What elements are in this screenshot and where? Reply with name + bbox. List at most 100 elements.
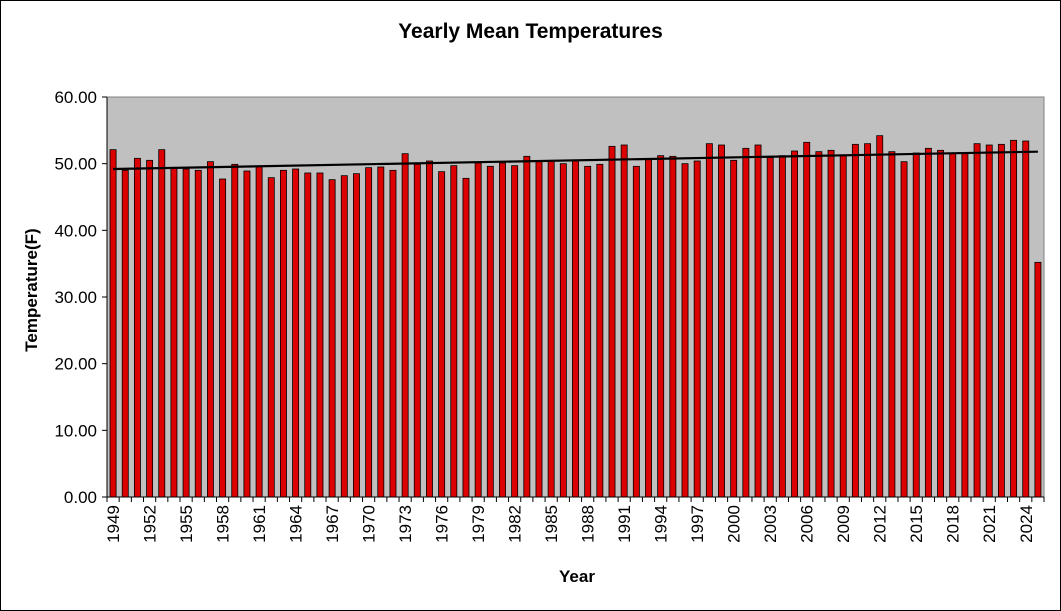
bar-2009 bbox=[839, 154, 847, 498]
bar-1991 bbox=[620, 144, 628, 498]
bar-1980 bbox=[486, 165, 494, 498]
x-tick-label: 1991 bbox=[615, 505, 634, 543]
bar-1954 bbox=[170, 167, 178, 498]
bar-1953 bbox=[158, 149, 166, 498]
x-tick-label: 2012 bbox=[871, 505, 890, 543]
x-tick-label: 2018 bbox=[944, 505, 963, 543]
bar-1998 bbox=[705, 143, 713, 498]
bar-2013 bbox=[888, 151, 896, 498]
x-tick-label: 1994 bbox=[652, 505, 671, 543]
bar-2024 bbox=[1022, 140, 1030, 498]
bar-1988 bbox=[584, 165, 592, 498]
x-tick-label: 1970 bbox=[360, 505, 379, 543]
bar-1960 bbox=[243, 170, 251, 498]
chart-title: Yearly Mean Temperatures bbox=[398, 20, 663, 43]
bar-1968 bbox=[340, 175, 348, 498]
bar-2010 bbox=[851, 143, 859, 498]
bar-2014 bbox=[900, 161, 908, 498]
x-tick-label: 1982 bbox=[506, 505, 525, 543]
bar-2000 bbox=[730, 159, 738, 498]
x-tick-label: 2003 bbox=[761, 505, 780, 543]
bar-1981 bbox=[499, 162, 506, 498]
bar-1961 bbox=[255, 165, 263, 498]
bar-1952 bbox=[146, 159, 154, 498]
bar-1959 bbox=[231, 163, 239, 498]
bar-1971 bbox=[377, 166, 385, 498]
bar-2019 bbox=[961, 153, 969, 498]
x-tick-label: 1949 bbox=[104, 505, 123, 543]
x-tick-label: 1958 bbox=[214, 505, 233, 543]
bar-2005 bbox=[791, 150, 798, 498]
bar-1976 bbox=[438, 171, 446, 498]
bar-1989 bbox=[596, 163, 604, 498]
bar-2003 bbox=[766, 157, 774, 498]
bar-1982 bbox=[511, 165, 519, 498]
bar-1962 bbox=[267, 177, 275, 498]
x-tick-label: 1979 bbox=[469, 505, 488, 543]
bar-1996 bbox=[681, 163, 689, 498]
y-tick-label: 0.00 bbox=[64, 488, 97, 507]
bar-1963 bbox=[280, 169, 287, 498]
bar-1994 bbox=[657, 155, 665, 498]
bar-1955 bbox=[182, 168, 190, 498]
bar-1979 bbox=[474, 162, 482, 498]
y-tick-label: 30.00 bbox=[54, 288, 97, 307]
bar-1957 bbox=[206, 161, 214, 498]
x-tick-label: 2021 bbox=[980, 505, 999, 543]
x-tick-label: 2024 bbox=[1017, 505, 1036, 543]
bar-1985 bbox=[547, 159, 555, 498]
bar-2016 bbox=[924, 147, 932, 498]
bar-1977 bbox=[450, 165, 458, 498]
bar-1973 bbox=[401, 153, 409, 498]
bar-2025 bbox=[1034, 261, 1042, 498]
bar-2023 bbox=[1010, 139, 1018, 498]
bar-1986 bbox=[559, 163, 567, 498]
bar-2008 bbox=[827, 149, 835, 498]
bar-2018 bbox=[949, 152, 957, 498]
x-tick-label: 1952 bbox=[141, 505, 160, 543]
bar-1997 bbox=[693, 160, 701, 498]
bar-1999 bbox=[718, 144, 725, 498]
bar-1995 bbox=[669, 155, 677, 498]
bar-1966 bbox=[316, 172, 324, 498]
bar-2012 bbox=[876, 135, 884, 498]
bar-2002 bbox=[754, 144, 762, 498]
bar-2006 bbox=[803, 141, 811, 498]
y-tick-label: 60.00 bbox=[54, 88, 97, 107]
x-tick-label: 1955 bbox=[177, 505, 196, 543]
bar-1978 bbox=[462, 177, 470, 498]
y-tick-label: 10.00 bbox=[54, 421, 97, 440]
bar-1990 bbox=[608, 145, 616, 498]
bar-1964 bbox=[292, 168, 300, 498]
bar-1967 bbox=[328, 179, 336, 498]
y-tick-label: 20.00 bbox=[54, 355, 97, 374]
x-tick-label: 2009 bbox=[834, 505, 853, 543]
bar-1970 bbox=[365, 167, 373, 498]
bar-1984 bbox=[535, 161, 543, 498]
x-tick-label: 1997 bbox=[688, 505, 707, 543]
x-tick-label: 1973 bbox=[396, 505, 415, 543]
trendline-group bbox=[113, 150, 1038, 171]
x-axis-title: Year bbox=[559, 567, 595, 586]
bar-1956 bbox=[194, 169, 202, 498]
x-tick-label: 2015 bbox=[907, 505, 926, 543]
bar-1987 bbox=[572, 159, 579, 498]
bars-group bbox=[109, 135, 1042, 498]
x-tick-label: 1967 bbox=[323, 505, 342, 543]
bar-1950 bbox=[121, 169, 129, 498]
x-tick-label: 2006 bbox=[798, 505, 817, 543]
bar-2021 bbox=[985, 144, 993, 498]
bar-1949 bbox=[109, 149, 117, 498]
bar-1972 bbox=[389, 169, 397, 498]
x-tick-label: 1964 bbox=[287, 505, 306, 543]
trendline bbox=[113, 150, 1038, 171]
bar-2022 bbox=[997, 143, 1005, 498]
bar-1974 bbox=[413, 163, 421, 498]
bar-1965 bbox=[304, 172, 312, 498]
y-tick-label: 40.00 bbox=[54, 221, 97, 240]
x-tick-label: 1988 bbox=[579, 505, 598, 543]
x-tick-label: 1985 bbox=[542, 505, 561, 543]
y-tick-label: 50.00 bbox=[54, 155, 97, 174]
bar-2007 bbox=[815, 151, 823, 498]
